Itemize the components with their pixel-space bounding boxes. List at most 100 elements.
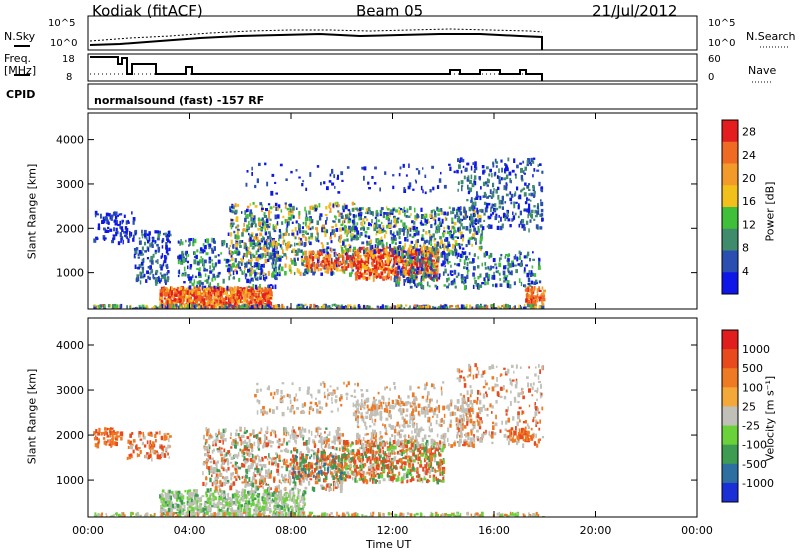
data-cell xyxy=(412,188,415,191)
data-cell xyxy=(291,250,293,254)
data-cell xyxy=(177,240,180,244)
data-cell xyxy=(435,265,439,268)
data-cell xyxy=(475,230,479,235)
data-cell xyxy=(166,503,169,507)
data-cell xyxy=(381,243,384,248)
data-cell xyxy=(394,276,397,279)
data-cell xyxy=(309,304,312,309)
data-cell xyxy=(242,272,244,275)
data-cell xyxy=(270,190,274,196)
data-cell xyxy=(252,217,255,222)
data-cell xyxy=(348,216,350,221)
data-cell xyxy=(204,306,207,309)
data-cell xyxy=(259,307,261,309)
data-cell xyxy=(336,254,339,257)
data-cell xyxy=(357,260,359,266)
data-cell xyxy=(435,275,438,280)
data-cell xyxy=(382,214,385,219)
data-cell xyxy=(246,205,250,209)
data-cell xyxy=(329,202,332,206)
data-cell xyxy=(279,231,282,236)
data-cell xyxy=(541,170,544,174)
data-cell xyxy=(301,498,305,501)
data-cell xyxy=(174,493,178,499)
data-cell xyxy=(103,306,105,309)
data-cell xyxy=(171,286,173,291)
data-cell xyxy=(138,433,140,438)
data-cell xyxy=(416,270,419,274)
data-cell xyxy=(502,270,506,276)
data-cell xyxy=(366,243,369,246)
data-cell xyxy=(260,264,264,268)
data-cell xyxy=(527,251,530,256)
data-cell xyxy=(272,257,275,263)
data-cell xyxy=(305,187,308,191)
data-cell xyxy=(243,489,246,494)
data-cell xyxy=(423,240,427,244)
data-cell xyxy=(475,238,477,243)
data-cell xyxy=(362,227,365,231)
data-cell xyxy=(195,300,198,306)
data-cell xyxy=(510,193,514,198)
data-cell xyxy=(134,264,137,269)
data-cell xyxy=(245,252,248,258)
data-cell xyxy=(446,230,450,234)
data-cell xyxy=(248,305,251,309)
data-cell xyxy=(265,218,269,223)
data-cell xyxy=(296,496,300,500)
data-cell xyxy=(407,278,409,284)
data-cell xyxy=(297,504,301,509)
data-cell xyxy=(177,274,180,278)
data-cell xyxy=(284,206,287,209)
data-cell xyxy=(244,262,248,268)
data-cell xyxy=(427,260,431,265)
data-cell xyxy=(497,186,500,191)
data-cell xyxy=(444,252,446,257)
data-cell xyxy=(180,505,183,508)
data-cell xyxy=(474,307,477,309)
data-cell xyxy=(247,289,250,292)
data-cell xyxy=(407,307,410,309)
data-cell xyxy=(415,231,419,236)
data-cell xyxy=(166,253,170,256)
data-cell xyxy=(521,178,524,182)
data-cell xyxy=(538,181,541,187)
data-cell xyxy=(312,271,315,276)
data-cell xyxy=(202,291,205,296)
data-cell xyxy=(189,238,193,241)
data-cell xyxy=(374,256,377,260)
data-cell xyxy=(391,248,393,253)
data-cell xyxy=(326,242,329,245)
data-cell xyxy=(398,276,401,282)
data-cell xyxy=(96,436,99,441)
data-cell xyxy=(300,507,303,510)
data-cell xyxy=(393,218,396,223)
data-cell xyxy=(397,265,401,270)
data-cell xyxy=(365,276,368,281)
data-cell xyxy=(278,257,282,262)
data-cell xyxy=(403,232,405,236)
data-cell xyxy=(261,204,263,208)
data-cell xyxy=(324,249,326,252)
data-cell xyxy=(326,268,330,274)
data-cell xyxy=(116,220,118,225)
data-cell xyxy=(258,291,260,295)
data-cell xyxy=(519,162,522,165)
data-cell xyxy=(159,272,162,275)
data-cell xyxy=(286,305,289,309)
data-cell xyxy=(332,271,335,275)
data-cell xyxy=(472,212,475,218)
data-cell xyxy=(383,263,386,267)
data-cell xyxy=(319,249,322,253)
data-cell xyxy=(135,247,139,251)
data-cell xyxy=(159,280,161,284)
data-cell xyxy=(237,250,240,256)
data-cell xyxy=(163,260,166,264)
noise-sky-line xyxy=(89,32,543,50)
data-cell xyxy=(149,272,152,275)
data-cell xyxy=(507,218,511,222)
data-cell xyxy=(94,213,97,218)
data-cell xyxy=(178,508,182,513)
data-cell xyxy=(538,258,541,262)
data-cell xyxy=(132,439,136,443)
